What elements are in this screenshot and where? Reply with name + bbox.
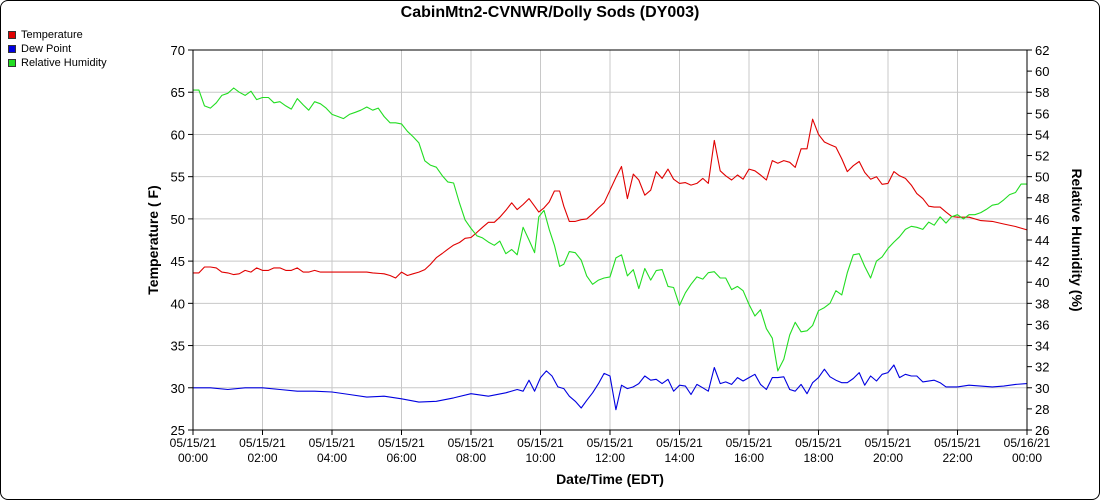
right-tick-label: 40 [1035,275,1049,290]
series-line-temperature [193,118,1028,279]
legend-label-relative-humidity: Relative Humidity [21,57,107,69]
chart-title: CabinMtn2-CVNWR/Dolly Sods (DY003) [400,4,700,21]
x-tick-label-date: 05/15/21 [587,436,634,450]
right-tick-label: 32 [1035,360,1049,375]
left-tick-label: 70 [171,43,185,58]
legend: Temperature Dew Point Relative Humidity [8,28,107,70]
x-tick-label-date: 05/16/21 [1004,436,1051,450]
right-tick-label: 54 [1035,127,1049,142]
x-tick-label-time: 08:00 [456,451,486,465]
right-tick-label: 50 [1035,170,1049,185]
right-tick-label: 42 [1035,254,1049,269]
right-tick-label: 28 [1035,402,1049,417]
legend-swatch-relative-humidity [8,59,16,67]
right-tick-label: 58 [1035,85,1049,100]
y-axis-label-right: Relative Humidity (%) [1069,168,1085,311]
x-tick-label-date: 05/15/21 [934,436,981,450]
x-tick-label-time: 06:00 [386,451,416,465]
series-line-dew-point [193,364,1028,411]
x-tick-label-date: 05/15/21 [448,436,495,450]
x-tick-label-date: 05/15/21 [378,436,425,450]
x-axis-label: Date/Time (EDT) [556,471,664,487]
left-tick-label: 35 [171,339,185,354]
left-axis: 25 30 35 40 45 50 55 60 65 70 [171,43,193,438]
legend-swatch-temperature [8,31,16,39]
right-tick-label: 46 [1035,212,1049,227]
x-tick-label-date: 05/15/21 [170,436,217,450]
series-line-relative-humidity [193,87,1027,372]
right-tick-label: 52 [1035,149,1049,164]
x-axis: 05/15/2100:0005/15/2102:0005/15/2104:000… [170,430,1051,465]
right-tick-label: 48 [1035,191,1049,206]
x-tick-label-date: 05/15/21 [517,436,564,450]
x-tick-label-time: 16:00 [734,451,764,465]
right-tick-label: 26 [1035,423,1049,438]
legend-swatch-dew-point [8,45,16,53]
right-tick-label: 38 [1035,296,1049,311]
x-tick-label-time: 04:00 [317,451,347,465]
x-tick-label-date: 05/15/21 [865,436,912,450]
left-tick-label: 30 [171,381,185,396]
left-tick-label: 65 [171,85,185,100]
x-tick-label-time: 02:00 [247,451,277,465]
left-tick-label: 25 [171,423,185,438]
legend-item-relative-humidity: Relative Humidity [8,56,107,70]
left-tick-label: 45 [171,254,185,269]
x-tick-label-time: 22:00 [942,451,972,465]
right-tick-label: 60 [1035,64,1049,79]
x-tick-label-time: 10:00 [525,451,555,465]
legend-label-temperature: Temperature [21,29,83,41]
right-tick-label: 36 [1035,317,1049,332]
legend-label-dew-point: Dew Point [21,43,72,55]
right-axis: 26 28 30 32 34 36 38 40 42 44 46 48 50 52 54 56 58 60 62 [1027,43,1049,438]
x-tick-label-date: 05/15/21 [726,436,773,450]
legend-item-temperature: Temperature [8,28,107,42]
x-tick-label-time: 14:00 [664,451,694,465]
left-tick-label: 50 [171,212,185,227]
x-tick-label-time: 12:00 [595,451,625,465]
right-tick-label: 62 [1035,43,1049,58]
x-tick-label-time: 00:00 [1012,451,1042,465]
left-tick-label: 60 [171,127,185,142]
x-tick-label-time: 20:00 [873,451,903,465]
right-tick-label: 30 [1035,381,1049,396]
x-tick-label-time: 00:00 [178,451,208,465]
legend-item-dew-point: Dew Point [8,42,107,56]
x-tick-label-date: 05/15/21 [239,436,286,450]
left-tick-label: 40 [171,296,185,311]
right-tick-label: 34 [1035,339,1049,354]
right-tick-label: 56 [1035,106,1049,121]
y-axis-label-left: Temperature ( F) [145,185,161,294]
x-tick-label-date: 05/15/21 [309,436,356,450]
x-tick-label-time: 18:00 [803,451,833,465]
series-layer [193,87,1028,411]
right-tick-label: 44 [1035,233,1049,248]
x-tick-label-date: 05/15/21 [795,436,842,450]
grid [192,49,1028,431]
left-tick-label: 55 [171,170,185,185]
x-tick-label-date: 05/15/21 [656,436,703,450]
